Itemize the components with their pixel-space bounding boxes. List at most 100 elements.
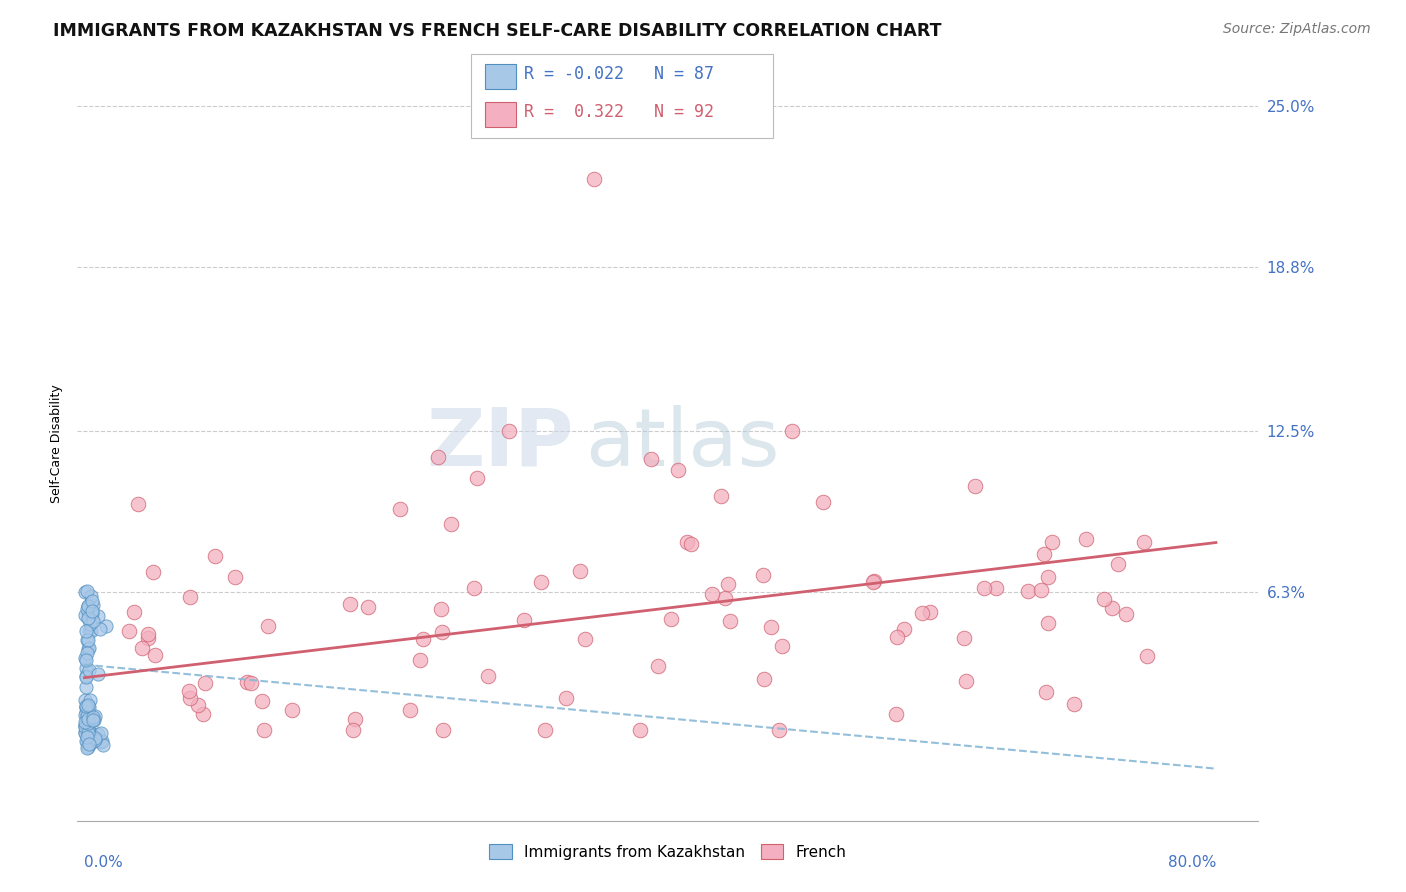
Point [75, 680, 97, 694]
Point [84, 732, 107, 747]
Point [77, 731, 100, 745]
Text: Source: ZipAtlas.com: Source: ZipAtlas.com [1223, 22, 1371, 37]
Point [467, 471, 489, 485]
Point [1029, 582, 1052, 597]
Point [76, 730, 98, 744]
Text: ZIP: ZIP [426, 405, 574, 483]
Point [79, 693, 101, 707]
Point [80, 729, 103, 743]
Point [122, 605, 145, 619]
Point [710, 489, 733, 503]
Point [75, 585, 97, 599]
Point [77, 723, 100, 737]
Point [752, 672, 775, 686]
Point [1101, 601, 1123, 615]
Point [862, 575, 884, 590]
Point [75, 699, 97, 714]
Point [75, 718, 97, 732]
Point [77, 700, 100, 714]
Point [700, 587, 723, 601]
Point [82, 614, 104, 628]
Point [252, 723, 274, 737]
Point [770, 639, 793, 653]
Point [252, 694, 274, 708]
Point [647, 659, 669, 673]
Point [89, 622, 111, 636]
Point [427, 450, 450, 464]
Text: 80.0%: 80.0% [1167, 855, 1216, 871]
Point [75, 724, 97, 739]
Point [93, 739, 115, 753]
Text: atlas: atlas [585, 405, 779, 483]
Point [83, 731, 105, 745]
Point [984, 582, 1007, 596]
Point [90, 734, 112, 748]
Point [77, 611, 100, 625]
Point [76, 740, 98, 755]
Point [811, 495, 834, 509]
Point [76, 583, 98, 598]
Point [398, 703, 420, 717]
Point [76, 602, 98, 616]
Point [77, 737, 100, 751]
Point [1115, 607, 1137, 622]
Point [76, 606, 98, 620]
Point [82, 713, 104, 727]
Point [79, 617, 101, 632]
Point [79, 726, 101, 740]
Point [75, 692, 97, 706]
Point [76, 735, 98, 749]
Point [281, 703, 304, 717]
Point [82, 607, 104, 621]
Point [911, 606, 934, 620]
Point [1107, 557, 1129, 571]
Legend: Immigrants from Kazakhstan, French: Immigrants from Kazakhstan, French [484, 838, 852, 866]
Point [87, 608, 110, 623]
Point [955, 673, 977, 688]
Point [136, 627, 159, 641]
Point [75, 715, 97, 730]
Point [920, 605, 942, 619]
Point [574, 632, 596, 646]
Point [1074, 532, 1097, 546]
Point [94, 618, 117, 632]
Point [204, 549, 226, 563]
Point [77, 632, 100, 647]
Point [1033, 547, 1056, 561]
Point [1036, 616, 1059, 631]
Point [131, 640, 153, 655]
Point [76, 714, 98, 729]
Point [77, 599, 100, 613]
Point [77, 709, 100, 723]
Point [75, 652, 97, 666]
Point [82, 598, 104, 612]
Point [76, 632, 98, 647]
Point [79, 700, 101, 714]
Point [1132, 534, 1154, 549]
Point [76, 712, 98, 726]
Point [432, 723, 454, 737]
Point [77, 725, 100, 739]
Point [87, 727, 110, 741]
Point [75, 720, 97, 734]
Point [179, 590, 201, 604]
Point [780, 424, 803, 438]
Point [569, 564, 592, 578]
Point [80, 614, 103, 628]
Point [389, 502, 412, 516]
Point [77, 599, 100, 613]
Point [884, 706, 907, 721]
Point [76, 740, 98, 755]
Point [256, 619, 278, 633]
Point [80, 624, 103, 638]
Point [194, 676, 217, 690]
Point [75, 725, 97, 739]
Point [90, 726, 112, 740]
Point [239, 676, 262, 690]
Point [77, 715, 100, 730]
Point [82, 710, 104, 724]
Point [91, 734, 114, 748]
Text: R = -0.022   N = 87: R = -0.022 N = 87 [524, 65, 714, 83]
Point [759, 620, 782, 634]
Point [75, 661, 97, 675]
